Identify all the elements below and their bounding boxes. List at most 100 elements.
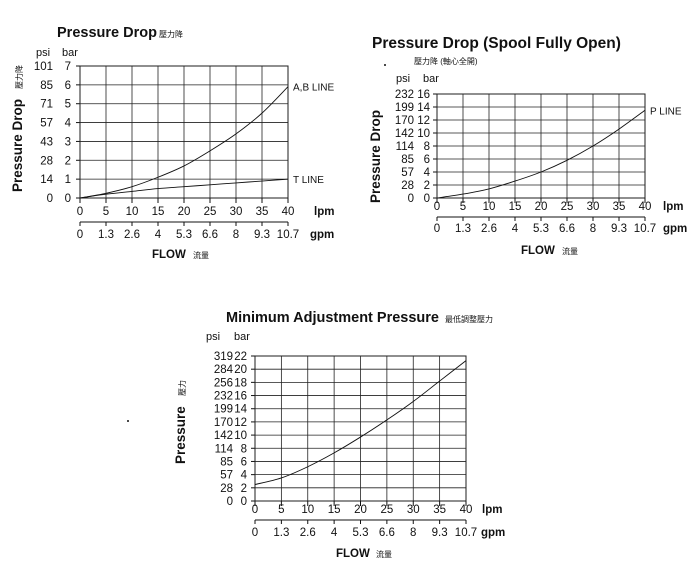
bar-unit-label: bar [62,47,78,59]
psi-tick-label: 0 [227,496,233,508]
lpm-tick-label: 30 [407,504,420,516]
bar-tick-label: 14 [417,102,430,114]
psi-tick-label: 170 [395,115,414,127]
psi-unit-label: psi [206,331,220,343]
lpm-tick-label: 25 [204,206,217,218]
gpm-tick-label: 6.6 [202,229,218,241]
bar-tick-label: 3 [65,136,71,148]
series-line [79,86,289,199]
psi-tick-label: 57 [401,167,414,179]
bar-tick-label: 7 [65,61,71,73]
lpm-tick-label: 20 [354,504,367,516]
y-axis-label-chinese: 壓力 [177,380,187,396]
series-line [79,178,289,199]
psi-tick-label: 85 [401,154,414,166]
bar-tick-label: 16 [234,391,247,403]
bar-tick-label: 14 [234,404,247,416]
gpm-unit-label: gpm [663,223,687,235]
series-label: A,B LINE [293,83,334,94]
lpm-tick-label: 15 [509,201,522,213]
bar-tick-label: 0 [65,193,71,205]
gpm-tick-label: 8 [410,527,416,539]
lpm-tick-label: 0 [77,206,83,218]
chart-title-chinese: 壓力降 [159,29,183,39]
bar-tick-label: 8 [424,141,430,153]
bar-tick-label: 20 [234,364,247,376]
bar-tick-label: 10 [417,128,430,140]
lpm-tick-label: 30 [230,206,243,218]
psi-tick-label: 43 [40,136,53,148]
bar-tick-label: 10 [234,430,247,442]
bar-tick-label: 1 [65,174,71,186]
lpm-tick-label: 15 [152,206,165,218]
lpm-tick-label: 15 [328,504,341,516]
x-tick-labels: 0 0 5 1.3 10 2.6 15 4 20 5.3 25 6.6 30 8 35 9.3 40 10.7 [77,206,299,241]
series-label: T LINE [293,175,324,186]
lpm-tick-label: 5 [460,201,466,213]
gpm-tick-label: 6.6 [559,223,575,235]
chart-title: Pressure Drop (Spool Fully Open) [372,35,621,52]
series-line [436,109,646,199]
gpm-tick-label: 9.3 [254,229,270,241]
psi-tick-label: 85 [220,456,233,468]
gpm-tick-label: 2.6 [124,229,140,241]
gpm-tick-label: 10.7 [455,527,477,539]
lpm-tick-label: 0 [434,201,440,213]
bar-tick-label: 4 [424,167,431,179]
gpm-tick-label: 1.3 [455,223,471,235]
psi-tick-label: 232 [214,391,233,403]
series-layer: A,B LINE T LINE [79,83,334,199]
lpm-tick-label: 20 [535,201,548,213]
lpm-tick-label: 10 [126,206,139,218]
y-axis-label-chinese: 壓力降 [14,65,24,89]
gpm-tick-label: 0 [252,527,258,539]
y-axis-label: Pressure Drop [10,99,25,192]
series-label: P LINE [650,106,682,117]
x-tick-labels: 0 0 5 1.3 10 2.6 15 4 20 5.3 25 6.6 30 8 35 9.3 40 10.7 [434,201,656,235]
bar-tick-label: 6 [424,154,430,166]
bar-tick-label: 2 [65,155,71,167]
lpm-tick-label: 35 [613,201,626,213]
gpm-unit-label: gpm [481,527,505,539]
lpm-tick-label: 40 [639,201,652,213]
bar-tick-label: 12 [234,417,247,429]
bar-tick-label: 0 [241,496,247,508]
x-axis-label: FLOW [152,249,186,261]
psi-tick-label: 101 [34,61,53,73]
series-layer: P LINE [436,106,682,199]
bar-tick-label: 18 [234,377,247,389]
gpm-tick-label: 0 [77,229,83,241]
psi-tick-label: 85 [40,80,53,92]
x-axis-label: FLOW [521,245,555,257]
psi-tick-label: 170 [214,417,233,429]
bar-tick-label: 6 [241,456,247,468]
lpm-unit-label: lpm [482,504,502,516]
gpm-tick-label: 0 [434,223,440,235]
gpm-tick-label: 9.3 [611,223,627,235]
lpm-unit-label: lpm [314,206,334,218]
scan-speck [384,64,386,66]
psi-tick-label: 114 [215,443,234,455]
bar-tick-label: 6 [65,80,71,92]
bar-tick-label: 2 [241,483,247,495]
chart-title: Minimum Adjustment Pressure [226,310,439,326]
gpm-tick-label: 4 [331,527,338,539]
gpm-tick-label: 2.6 [300,527,316,539]
scan-speck [127,420,129,422]
bar-tick-label: 4 [241,470,248,482]
psi-unit-label: psi [36,47,50,59]
bar-tick-label: 12 [417,115,430,127]
chart-pressure-drop: Pressure Drop 壓力降 psi bar Pressure Drop … [10,25,334,261]
lpm-tick-label: 10 [301,504,314,516]
psi-tick-label: 114 [396,141,415,153]
bar-tick-label: 5 [65,99,71,111]
psi-tick-label: 0 [47,193,53,205]
gpm-tick-label: 8 [590,223,596,235]
lpm-tick-label: 10 [483,201,496,213]
lpm-tick-label: 40 [282,206,295,218]
psi-tick-label: 28 [220,483,233,495]
y-axis-label: Pressure Drop [368,110,383,203]
lpm-tick-label: 20 [178,206,191,218]
